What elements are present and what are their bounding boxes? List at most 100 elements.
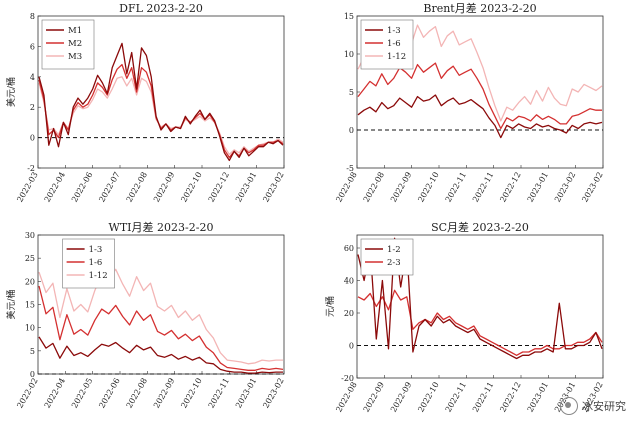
y-tick-label: 30: [25, 231, 35, 240]
x-tick-label: 2023-01: [234, 377, 258, 410]
y-tick-label: 0: [30, 134, 35, 143]
x-tick-label: 2022-03: [15, 171, 39, 204]
y-tick-label: 0: [349, 126, 354, 135]
y-tick-label: 20: [344, 309, 354, 318]
legend-label: 1-3: [387, 26, 401, 36]
chart-title: WTI月差 2023-2-20: [109, 220, 214, 234]
legend: 1-3 1-6 1-12: [360, 19, 414, 70]
legend: 1-3 1-6 1-12: [62, 238, 115, 289]
x-tick-label: 2022-09: [389, 171, 413, 204]
legend-label: 1-12: [89, 271, 108, 281]
series-line-M2: [38, 63, 284, 159]
y-axis-label: 美元/桶: [5, 289, 17, 319]
x-tick-label: 2022-02: [15, 377, 39, 410]
x-tick-label: 2023-01: [234, 171, 258, 204]
x-tick-label: 2022-10: [179, 377, 203, 410]
x-tick-label: 2022-12: [498, 381, 522, 414]
chart-title: SC月差 2023-2-20: [431, 220, 529, 234]
y-tick-label: -2: [27, 164, 35, 173]
legend-label: 1-2: [387, 245, 401, 255]
x-tick-label: 2022-08: [125, 171, 149, 204]
y-tick-label: -20: [341, 374, 354, 383]
series-line-2-3: [357, 289, 603, 356]
x-tick-label: 2022-07: [97, 171, 121, 204]
series-line-1-6: [38, 285, 284, 371]
watermark: 冰安研究: [560, 397, 626, 415]
x-tick-label: 2022-08: [334, 171, 358, 204]
x-tick-label: 2022-04: [43, 171, 67, 204]
x-tick-label: 2022-10: [416, 381, 440, 414]
y-tick-label: 0: [349, 342, 354, 351]
x-tick-label: 2022-11: [471, 170, 495, 203]
x-tick-label: 2022-05: [70, 377, 94, 410]
y-tick-label: -5: [346, 164, 354, 173]
x-tick-label: 2022-08: [334, 381, 358, 414]
legend-box: [62, 238, 115, 289]
plot-frame: [356, 234, 604, 379]
legend-label: 1-6: [387, 39, 401, 49]
y-axis-label: 元/桶: [324, 296, 336, 317]
series-line-M3: [38, 76, 284, 155]
y-tick-label: 6: [30, 42, 35, 51]
x-tick-label: 2023-02: [553, 171, 577, 204]
x-tick-label: 2023-02: [261, 171, 285, 204]
x-tick-label: 2022-09: [152, 377, 176, 410]
y-axis-label: 美元/桶: [5, 77, 17, 107]
x-tick-label: 2022-12: [207, 170, 231, 203]
watermark-text: 冰安研究: [582, 400, 626, 413]
x-tick-label: 2022-04: [43, 377, 67, 410]
legend-label: 1-3: [89, 245, 103, 255]
y-tick-label: 25: [25, 254, 35, 263]
y-tick-label: 4: [30, 73, 35, 82]
chart-title: DFL 2023-2-20: [119, 2, 203, 15]
y-tick-label: 15: [344, 12, 354, 21]
legend-label: M2: [68, 39, 82, 49]
series-line-1-3: [38, 336, 283, 374]
x-tick-label: 2023-02: [580, 171, 604, 204]
legend: M1 M2 M3: [41, 19, 95, 70]
legend-label: 2-3: [387, 258, 401, 268]
legend-box: [360, 238, 414, 276]
y-tick-label: 0: [30, 370, 35, 379]
x-tick-label: 2022-11: [207, 377, 231, 410]
x-tick-label: 2023-02: [261, 377, 285, 410]
x-tick-label: 2022-11: [444, 381, 468, 414]
series-line-1-3: [357, 94, 603, 139]
chart-title: Brent月差 2023-2-20: [423, 1, 536, 15]
x-tick-label: 2022-06: [97, 377, 121, 410]
legend-box: [360, 19, 414, 70]
legend: 1-22-3: [360, 238, 414, 276]
x-tick-label: 2022-08: [362, 171, 386, 204]
y-tick-label: 60: [344, 244, 354, 253]
wechat-logo-icon: [560, 397, 578, 415]
x-tick-label: 2022-12: [498, 171, 522, 204]
x-tick-label: 2022-06: [70, 171, 94, 204]
x-tick-label: 2023-01: [526, 171, 550, 204]
legend-label: M1: [68, 26, 82, 36]
series-line-1-6: [357, 62, 602, 130]
legend-label: M3: [68, 52, 82, 62]
x-tick-label: 2022-10: [416, 171, 440, 204]
x-tick-label: 2022-11: [471, 380, 495, 413]
y-tick-label: 40: [344, 277, 354, 286]
y-tick-label: 5: [30, 347, 35, 356]
plot-frame: [37, 15, 285, 169]
y-tick-label: 20: [25, 277, 35, 286]
legend-box: [41, 19, 95, 70]
x-tick-label: 2022-10: [179, 171, 203, 204]
y-tick-label: 5: [349, 88, 354, 97]
x-tick-label: 2022-09: [152, 171, 176, 204]
y-tick-label: 10: [25, 324, 35, 333]
series-line-M1: [38, 42, 284, 162]
y-tick-label: 8: [30, 12, 35, 21]
x-tick-label: 2022-09: [362, 381, 386, 414]
y-tick-label: 2: [30, 103, 35, 112]
legend-label: 1-12: [387, 52, 406, 62]
x-tick-label: 2022-09: [389, 381, 413, 414]
y-tick-label: 10: [344, 50, 354, 59]
x-tick-label: 2023-01: [526, 381, 550, 414]
